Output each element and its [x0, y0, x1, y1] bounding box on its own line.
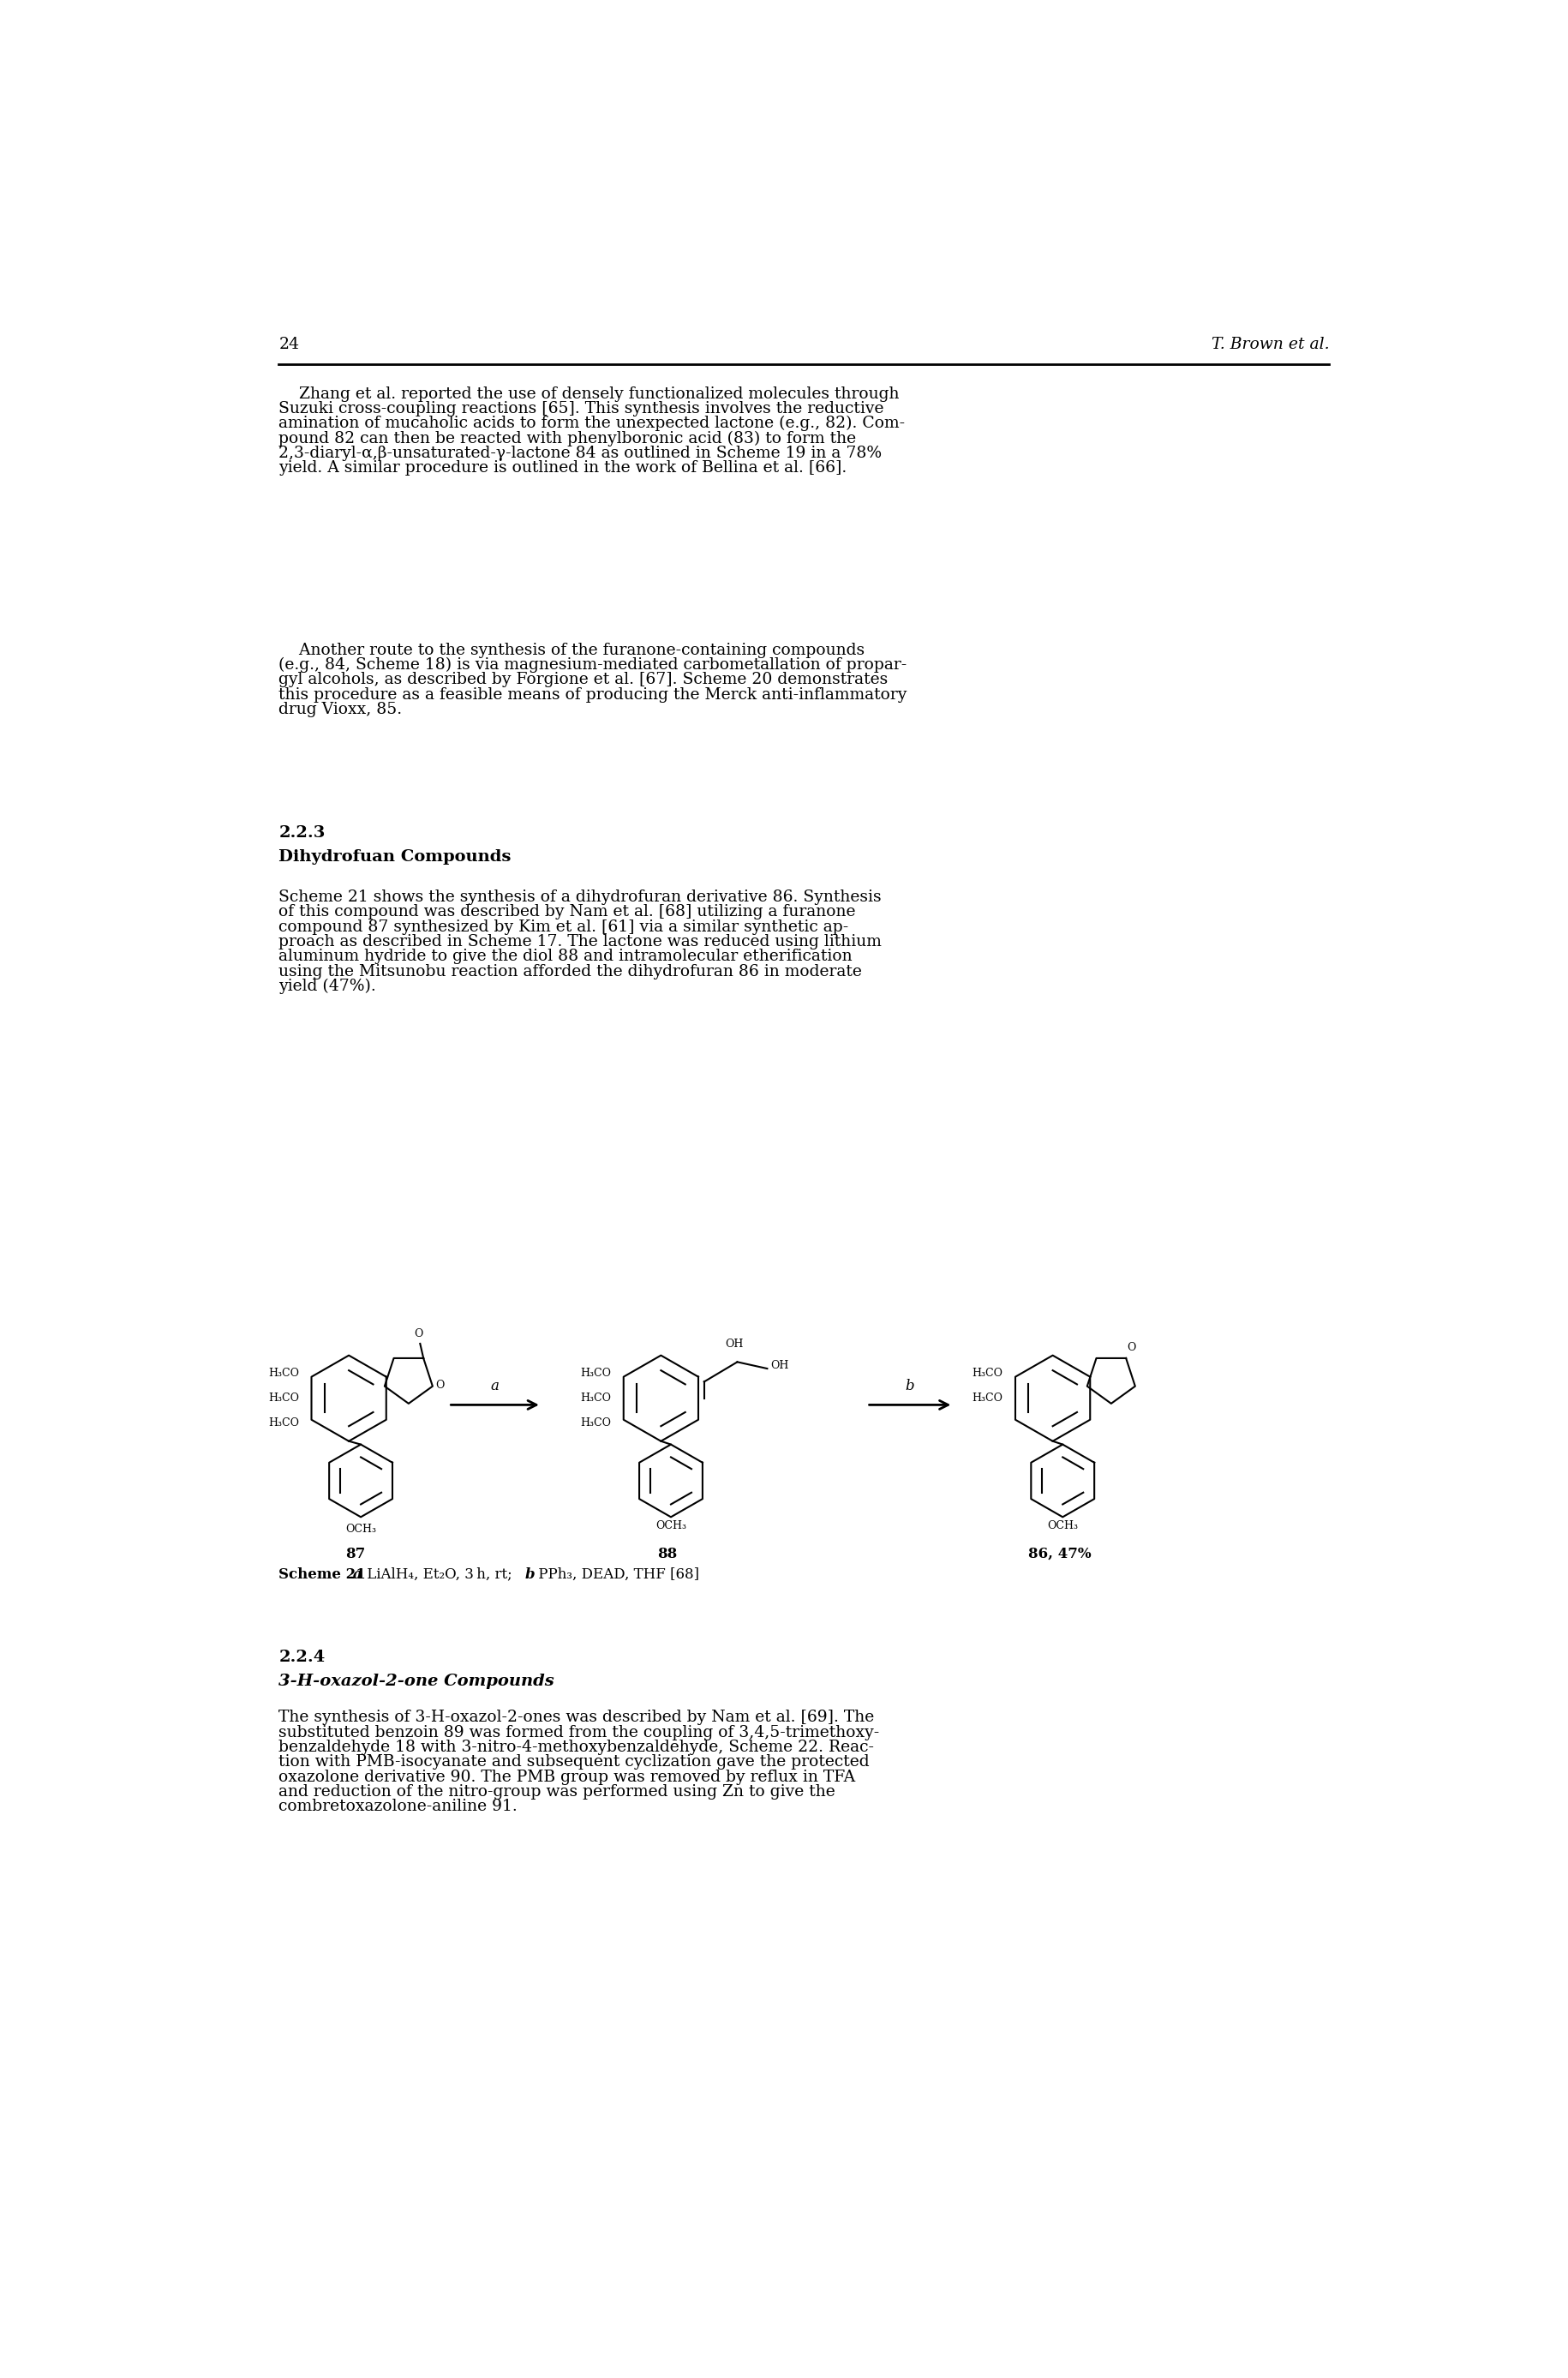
- Text: this procedure as a feasible means of producing the Merck anti-inflammatory: this procedure as a feasible means of pr…: [279, 687, 906, 702]
- Text: 2.2.4: 2.2.4: [279, 1650, 325, 1665]
- Text: 86, 47%: 86, 47%: [1027, 1546, 1090, 1562]
- Text: compound 87 synthesized by Kim et al. [61] via a similar synthetic ap-: compound 87 synthesized by Kim et al. [6…: [279, 920, 848, 935]
- Text: tion with PMB-isocyanate and subsequent cyclization gave the protected: tion with PMB-isocyanate and subsequent …: [279, 1755, 869, 1769]
- Text: The synthesis of 3-H-oxazol-2-ones was described by Nam et al. [69]. The: The synthesis of 3-H-oxazol-2-ones was d…: [279, 1710, 873, 1726]
- Text: Dihydrofuan Compounds: Dihydrofuan Compounds: [279, 849, 511, 866]
- Text: substituted benzoin 89 was formed from the coupling of 3,4,5-trimethoxy-: substituted benzoin 89 was formed from t…: [279, 1724, 880, 1741]
- Text: H₃CO: H₃CO: [972, 1394, 1002, 1403]
- Text: OCH₃: OCH₃: [345, 1524, 376, 1534]
- Text: (e.g., 84, Scheme 18) is via magnesium-mediated carbometallation of propar-: (e.g., 84, Scheme 18) is via magnesium-m…: [279, 656, 906, 673]
- Text: O: O: [414, 1329, 422, 1339]
- Text: OCH₃: OCH₃: [1047, 1520, 1077, 1531]
- Text: yield. A similar procedure is outlined in the work of Bellina et al. [66].: yield. A similar procedure is outlined i…: [279, 461, 847, 476]
- Text: b: b: [905, 1379, 914, 1394]
- Text: Another route to the synthesis of the furanone-containing compounds: Another route to the synthesis of the fu…: [279, 642, 864, 659]
- Text: 3-H-oxazol-2-one Compounds: 3-H-oxazol-2-one Compounds: [279, 1674, 554, 1688]
- Text: Scheme 21: Scheme 21: [279, 1567, 376, 1581]
- Text: oxazolone derivative 90. The PMB group was removed by reflux in TFA: oxazolone derivative 90. The PMB group w…: [279, 1769, 855, 1786]
- Text: Scheme 21 shows the synthesis of a dihydrofuran derivative 86. Synthesis: Scheme 21 shows the synthesis of a dihyd…: [279, 889, 881, 906]
- Text: aluminum hydride to give the diol 88 and intramolecular etherification: aluminum hydride to give the diol 88 and…: [279, 949, 851, 965]
- Text: H₃CO: H₃CO: [580, 1367, 612, 1379]
- Text: T. Brown et al.: T. Brown et al.: [1210, 338, 1328, 352]
- Text: O: O: [434, 1379, 444, 1391]
- Text: OH: OH: [724, 1339, 743, 1351]
- Text: and reduction of the nitro-group was performed using Zn to give the: and reduction of the nitro-group was per…: [279, 1784, 836, 1800]
- Text: using the Mitsunobu reaction afforded the dihydrofuran 86 in moderate: using the Mitsunobu reaction afforded th…: [279, 963, 862, 980]
- Text: 24: 24: [279, 338, 299, 352]
- Text: O: O: [1127, 1341, 1135, 1353]
- Text: 87: 87: [345, 1546, 365, 1562]
- Text: Zhang et al. reported the use of densely functionalized molecules through: Zhang et al. reported the use of densely…: [279, 385, 898, 402]
- Text: H₃CO: H₃CO: [268, 1367, 299, 1379]
- Text: pound 82 can then be reacted with phenylboronic acid (83) to form the: pound 82 can then be reacted with phenyl…: [279, 430, 856, 447]
- Text: OCH₃: OCH₃: [655, 1520, 685, 1531]
- Text: drug Vioxx, 85.: drug Vioxx, 85.: [279, 702, 401, 718]
- Text: of this compound was described by Nam et al. [68] utilizing a furanone: of this compound was described by Nam et…: [279, 904, 856, 920]
- Text: 2.2.3: 2.2.3: [279, 825, 325, 842]
- Text: H₃CO: H₃CO: [268, 1417, 299, 1429]
- Text: H₃CO: H₃CO: [580, 1417, 612, 1429]
- Text: gyl alcohols, as described by Forgione et al. [67]. Scheme 20 demonstrates: gyl alcohols, as described by Forgione e…: [279, 673, 887, 687]
- Text: H₃CO: H₃CO: [268, 1394, 299, 1403]
- Text: benzaldehyde 18 with 3-nitro-4-methoxybenzaldehyde, Scheme 22. Reac-: benzaldehyde 18 with 3-nitro-4-methoxybe…: [279, 1741, 873, 1755]
- Text: proach as described in Scheme 17. The lactone was reduced using lithium: proach as described in Scheme 17. The la…: [279, 935, 881, 949]
- Text: H₃CO: H₃CO: [580, 1394, 612, 1403]
- Text: a: a: [353, 1567, 362, 1581]
- Text: Suzuki cross-coupling reactions [65]. This synthesis involves the reductive: Suzuki cross-coupling reactions [65]. Th…: [279, 402, 884, 416]
- Text: combretoxazolone-aniline 91.: combretoxazolone-aniline 91.: [279, 1800, 517, 1814]
- Text: amination of mucaholic acids to form the unexpected lactone (e.g., 82). Com-: amination of mucaholic acids to form the…: [279, 416, 905, 430]
- Text: a: a: [491, 1379, 499, 1394]
- Text: 88: 88: [657, 1546, 677, 1562]
- Text: LiAlH₄, Et₂O, 3 h, rt;: LiAlH₄, Et₂O, 3 h, rt;: [362, 1567, 525, 1581]
- Text: b: b: [524, 1567, 535, 1581]
- Text: H₃CO: H₃CO: [972, 1367, 1002, 1379]
- Text: yield (47%).: yield (47%).: [279, 980, 376, 994]
- Text: OH: OH: [770, 1360, 789, 1370]
- Text: 2,3-diaryl-α,β-unsaturated-γ-lactone 84 as outlined in Scheme 19 in a 78%: 2,3-diaryl-α,β-unsaturated-γ-lactone 84 …: [279, 445, 881, 461]
- Text: PPh₃, DEAD, THF [68]: PPh₃, DEAD, THF [68]: [533, 1567, 699, 1581]
